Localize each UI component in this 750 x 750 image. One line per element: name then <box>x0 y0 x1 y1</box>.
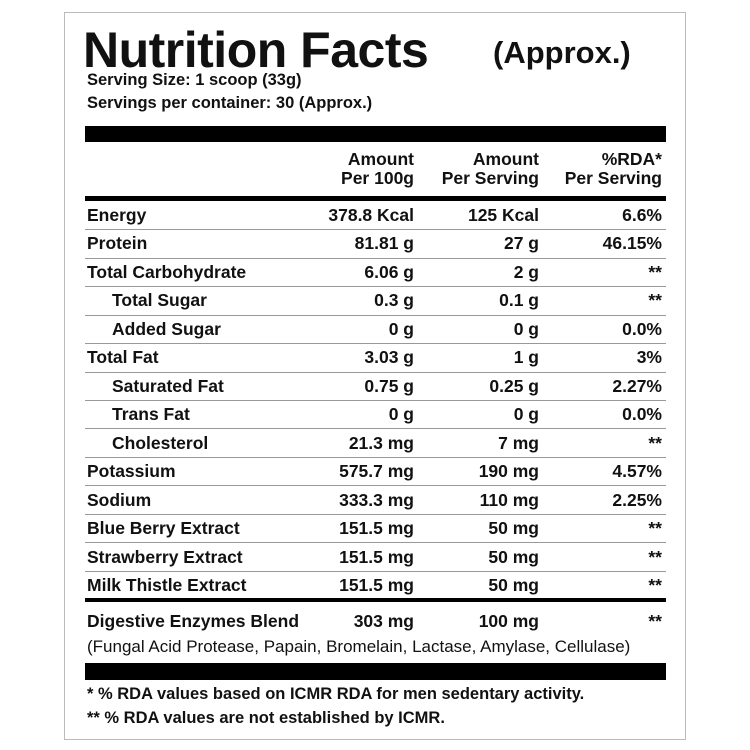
nutrient-value: 50 mg <box>488 518 539 539</box>
title-note: (Approx.) <box>493 35 631 70</box>
nutrient-value: 0 g <box>513 404 539 425</box>
nutrient-value: 0 g <box>388 318 414 339</box>
nutrient-value: 3% <box>636 347 662 368</box>
thick-bar <box>85 126 666 142</box>
nutrient-value: 0.0% <box>622 318 662 339</box>
nutrient-value: 151.5 mg <box>339 574 414 595</box>
row-divider <box>85 485 666 486</box>
row-divider <box>85 457 666 458</box>
nutrient-value: 50 mg <box>488 546 539 567</box>
nutrient-value: 151.5 mg <box>339 546 414 567</box>
nutrient-value: ** <box>648 432 662 453</box>
row-divider <box>85 400 666 401</box>
nutrient-value: 2.25% <box>612 489 662 510</box>
title: Nutrition Facts <box>83 22 429 78</box>
row-divider <box>85 428 666 429</box>
nutrient-value: 0.75 g <box>364 375 414 396</box>
column-header: Amount <box>472 149 539 169</box>
nutrient-label: Sodium <box>87 489 152 510</box>
nutrient-sub-label: Saturated Fat <box>112 375 224 396</box>
nutrient-label: Blue Berry Extract <box>87 518 240 539</box>
nutrient-value: 7 mg <box>498 432 539 453</box>
nutrient-value: 125 Kcal <box>467 205 539 225</box>
row-divider <box>85 229 666 230</box>
nutrient-label: Total Carbohydrate <box>87 261 247 282</box>
column-header: Per Serving <box>564 168 662 188</box>
nutrient-value: 6.06 g <box>364 261 414 282</box>
nutrient-value: 378.8 Kcal <box>328 205 414 225</box>
blend-note: (Fungal Acid Protease, Papain, Bromelain… <box>87 637 631 656</box>
nutrient-value: 190 mg <box>478 461 539 482</box>
nutrient-value: 6.6% <box>622 205 662 225</box>
nutrient-label: Milk Thistle Extract <box>87 574 247 595</box>
thick-rule <box>85 196 666 201</box>
nutrient-value: ** <box>648 290 662 311</box>
nutrient-value: 0.0% <box>622 404 662 425</box>
nutrient-value: 333.3 mg <box>339 489 414 510</box>
nutrient-value: 0.25 g <box>489 375 539 396</box>
row-divider <box>85 343 666 344</box>
nutrient-value: ** <box>648 518 662 539</box>
nutrient-value: 110 mg <box>479 489 539 510</box>
nutrient-value: 27 g <box>503 233 539 254</box>
nutrient-value: 0 g <box>388 404 414 425</box>
column-header: Per Serving <box>441 168 539 188</box>
nutrient-value: 4.57% <box>612 461 662 482</box>
nutrient-label: Strawberry Extract <box>87 546 243 567</box>
nutrient-value: 1 g <box>513 347 539 368</box>
column-header: %RDA* <box>601 149 662 169</box>
nutrient-value: ** <box>648 574 662 595</box>
nutrient-value: 151.5 mg <box>339 518 414 539</box>
nutrient-value: 0.3 g <box>374 290 414 311</box>
row-divider <box>85 372 666 373</box>
footnote: ** % RDA values are not established by I… <box>87 709 445 727</box>
column-header: Per 100g <box>341 168 414 188</box>
nutrient-label: Digestive Enzymes Blend <box>87 611 300 631</box>
nutrient-value: 3.03 g <box>364 347 414 368</box>
row-divider <box>85 286 666 287</box>
nutrient-value: 0.1 g <box>499 290 539 311</box>
nutrient-label: Potassium <box>87 461 176 482</box>
nutrient-value: 0 g <box>513 318 539 339</box>
nutrient-value: 100 mg <box>478 611 539 631</box>
row-divider <box>85 315 666 316</box>
nutrient-sub-label: Cholesterol <box>112 432 209 453</box>
row-divider <box>85 571 666 572</box>
nutrient-value: ** <box>648 611 662 631</box>
nutrient-label: Total Fat <box>87 347 159 368</box>
column-header: Amount <box>347 149 414 169</box>
footnote: * % RDA values based on ICMR RDA for men… <box>87 685 585 703</box>
thick-bar <box>85 663 666 680</box>
serving-size: Serving Size: 1 scoop (33g) <box>87 71 302 89</box>
nutrient-value: ** <box>648 546 662 567</box>
nutrient-label: Protein <box>87 233 148 254</box>
nutrient-value: 81.81 g <box>354 233 414 254</box>
nutrient-value: ** <box>648 261 662 282</box>
thick-rule <box>85 598 666 602</box>
nutrient-value: 2.27% <box>612 375 662 396</box>
nutrient-value: 21.3 mg <box>348 432 414 453</box>
nutrient-value: 2 g <box>513 261 539 282</box>
row-divider <box>85 258 666 259</box>
nutrient-value: 303 mg <box>353 611 414 631</box>
row-divider <box>85 542 666 543</box>
nutrient-sub-label: Total Sugar <box>112 290 207 311</box>
nutrient-value: 575.7 mg <box>339 461 414 482</box>
row-divider <box>85 514 666 515</box>
servings: Servings per container: 30 (Approx.) <box>87 94 373 112</box>
nutrient-value: 46.15% <box>602 233 662 254</box>
nutrient-sub-label: Added Sugar <box>112 318 221 339</box>
nutrient-label: Energy <box>87 205 147 225</box>
nutrient-sub-label: Trans Fat <box>112 404 190 425</box>
nutrient-value: 50 mg <box>488 574 539 595</box>
nutrition-label: Nutrition Facts (Approx.) Serving Size: … <box>64 12 686 740</box>
